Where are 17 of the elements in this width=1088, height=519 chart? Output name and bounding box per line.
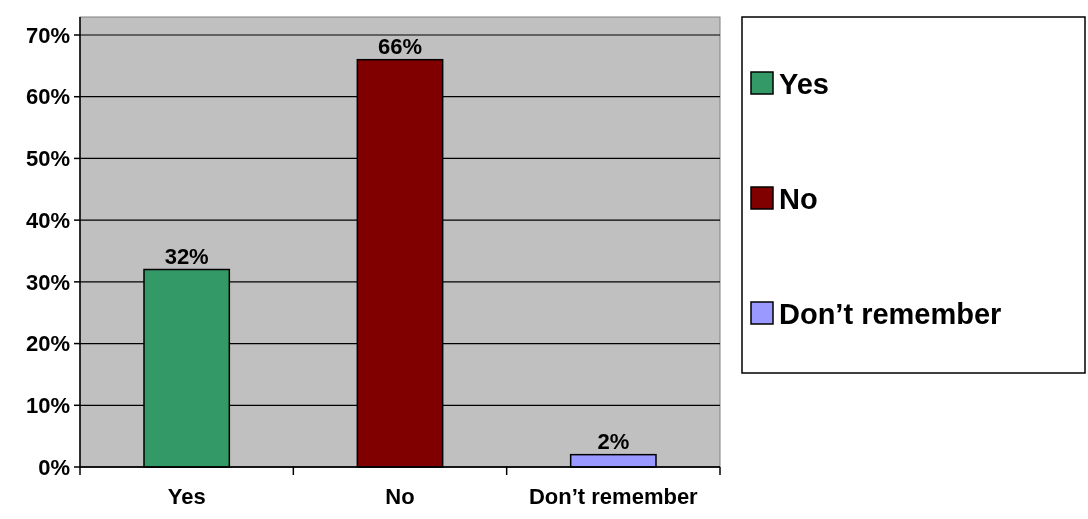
data-label: 2%: [597, 428, 630, 454]
legend-label: No: [779, 183, 818, 216]
x-tick-label: Yes: [167, 484, 206, 509]
y-tick-label: 20%: [25, 331, 70, 357]
legend-label: Don’t remember: [779, 298, 1002, 331]
y-tick-label: 60%: [25, 84, 70, 110]
y-tick-label: 40%: [25, 207, 70, 233]
legend-label: Yes: [779, 68, 829, 101]
y-tick-label: 30%: [25, 269, 70, 295]
y-tick-label: 0%: [38, 454, 70, 480]
data-label: 66%: [377, 33, 423, 59]
x-tick-label: No: [385, 484, 415, 509]
y-tick-label: 10%: [25, 392, 70, 418]
y-tick-label: 70%: [25, 22, 70, 48]
x-tick-label: Don’t remember: [528, 484, 699, 509]
data-label: 32%: [164, 243, 209, 269]
y-tick-label: 50%: [25, 146, 70, 172]
